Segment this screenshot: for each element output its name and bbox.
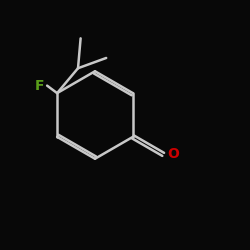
Text: O: O — [167, 147, 179, 162]
Text: F: F — [35, 78, 44, 92]
